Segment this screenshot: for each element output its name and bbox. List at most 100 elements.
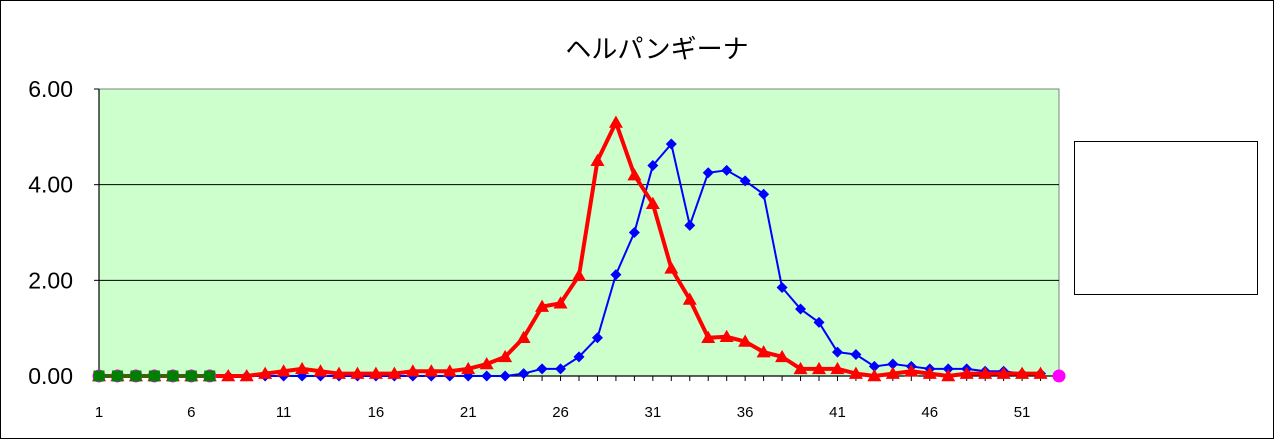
data-point (942, 363, 954, 375)
data-point (719, 329, 734, 343)
data-point (481, 370, 493, 382)
data-point (904, 364, 919, 377)
data-point (701, 330, 716, 343)
data-point (536, 363, 548, 375)
data-point (664, 261, 679, 274)
data-point (922, 366, 937, 379)
data-point (959, 366, 974, 379)
data-point (739, 175, 751, 187)
data-point (591, 332, 603, 344)
axis-layer: 0.002.004.006.001 6 11 16 21 26 31 36 41 46 51 (28, 76, 1060, 421)
data-point (350, 366, 365, 379)
data-point (555, 363, 567, 375)
data-point (682, 292, 697, 305)
data-point (167, 370, 179, 382)
data-point (573, 351, 585, 363)
data-point (830, 361, 845, 375)
data-point (498, 349, 513, 363)
data-point (850, 348, 862, 360)
series-4 (93, 370, 216, 382)
data-point (221, 369, 236, 382)
data-point (867, 369, 882, 382)
data-point (610, 269, 622, 281)
data-point (1015, 366, 1030, 379)
data-point (332, 366, 346, 379)
x-tick-label: 36 (737, 404, 754, 421)
data-point (535, 299, 550, 312)
data-point (518, 368, 530, 380)
data-point (295, 361, 310, 375)
data-point (721, 164, 733, 176)
data-point (313, 364, 328, 377)
x-tick-label: 26 (552, 404, 569, 421)
y-tick-label: 2.00 (28, 267, 73, 293)
data-point (978, 366, 993, 379)
series-layer (92, 115, 1066, 383)
data-point (628, 227, 640, 238)
x-tick-label: 1 (95, 404, 103, 421)
data-point (812, 361, 826, 375)
data-point (93, 370, 105, 382)
data-point (813, 316, 825, 328)
data-point (516, 330, 531, 343)
data-point (684, 219, 696, 231)
data-point (442, 364, 457, 377)
data-point (868, 360, 880, 372)
data-point (1052, 369, 1066, 383)
data-point (848, 366, 863, 379)
data-point (572, 268, 586, 281)
data-point (185, 370, 197, 382)
data-point (776, 282, 788, 294)
data-point (405, 364, 420, 377)
data-point (204, 370, 216, 382)
data-point (148, 370, 160, 382)
data-point (887, 358, 899, 370)
data-point (831, 346, 843, 358)
data-point (111, 370, 123, 382)
data-point (553, 296, 568, 309)
y-tick-label: 6.00 (28, 76, 73, 102)
data-point (885, 366, 900, 379)
data-point (479, 357, 494, 370)
x-tick-label: 51 (1014, 404, 1031, 421)
data-point (239, 369, 254, 382)
data-point (608, 115, 623, 128)
data-point (645, 196, 660, 210)
data-point (665, 138, 677, 150)
data-point (1033, 366, 1048, 379)
data-point (775, 349, 790, 363)
series-line (99, 120, 1041, 378)
data-point (424, 364, 439, 377)
legend (1074, 141, 1258, 295)
data-point (647, 160, 659, 172)
data-point (276, 364, 291, 377)
data-point (627, 168, 642, 181)
data-point (130, 370, 142, 382)
data-point (756, 345, 771, 358)
data-point (590, 153, 605, 166)
x-tick-label: 16 (368, 404, 385, 421)
data-point (499, 370, 511, 382)
data-point (387, 366, 402, 379)
data-point (738, 334, 753, 347)
x-tick-label: 21 (460, 404, 477, 421)
plot-area (98, 88, 1060, 377)
data-point (996, 366, 1011, 379)
data-point (702, 167, 714, 179)
x-tick-label: 6 (187, 404, 195, 421)
chart-title: ヘルパンギーナ (565, 34, 749, 64)
x-tick-label: 41 (829, 404, 846, 421)
y-tick-label: 0.00 (28, 363, 73, 389)
data-point (461, 361, 476, 375)
data-point (258, 366, 273, 379)
data-point (758, 188, 770, 200)
y-tick-label: 4.00 (28, 172, 73, 198)
data-point (795, 303, 807, 315)
data-point (368, 366, 383, 379)
data-point (793, 361, 808, 375)
data-point (941, 369, 956, 382)
x-tick-label: 11 (276, 404, 292, 421)
x-tick-label: 31 (645, 404, 662, 421)
